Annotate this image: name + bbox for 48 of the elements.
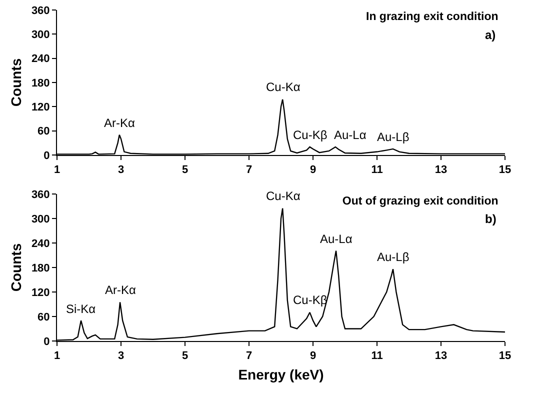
annotation: Au-Lα (320, 232, 352, 246)
annotation: a) (485, 28, 496, 42)
x-tick-label: 13 (434, 164, 448, 176)
y-tick-label: 60 (38, 311, 50, 324)
x-tick-label: 1 (54, 164, 60, 176)
annotation: Si-Kα (66, 302, 96, 316)
x-tick-label: 15 (498, 164, 512, 176)
x-tick-label: 3 (118, 164, 124, 176)
annotation: Au-Lβ (377, 130, 410, 144)
annotation: Ar-Kα (104, 116, 135, 130)
y-tick-label: 0 (44, 150, 50, 162)
x-tick-label: 9 (310, 164, 316, 176)
y-tick-label: 240 (31, 238, 50, 250)
annotation: Cu-Kα (266, 189, 300, 203)
annotation: b) (485, 212, 496, 226)
x-axis-title: Energy (keV) (238, 366, 324, 382)
x-tick-label: 5 (182, 350, 188, 362)
y-tick-label: 60 (38, 126, 50, 138)
x-tick-label: 7 (246, 164, 252, 176)
x-tick-label: 7 (246, 350, 252, 362)
x-tick-label: 13 (434, 350, 448, 362)
annotation: Ar-Kα (105, 283, 136, 297)
annotation: Au-Lβ (377, 250, 410, 264)
x-tick-label: 15 (498, 350, 512, 362)
x-tick-label: 9 (310, 350, 316, 362)
y-tick-label: 120 (31, 286, 50, 299)
y-tick-label: 360 (31, 188, 50, 201)
y-axis-title: Counts (8, 243, 24, 292)
x-tick-label: 11 (371, 350, 383, 362)
chart-title: Out of grazing exit condition (342, 195, 498, 208)
y-tick-label: 180 (31, 262, 50, 274)
y-tick-label: 180 (31, 77, 50, 90)
annotation: Cu-Kα (266, 80, 300, 94)
annotation: Cu-Kβ (293, 293, 328, 307)
chart-title: In grazing exit condition (366, 11, 498, 24)
x-tick-label: 5 (182, 164, 188, 176)
x-tick-label: 11 (371, 164, 383, 176)
y-tick-label: 0 (44, 336, 50, 348)
annotation: Au-Lα (334, 128, 366, 142)
y-tick-label: 240 (31, 53, 50, 66)
x-tick-label: 3 (118, 350, 124, 362)
annotation: Cu-Kβ (293, 128, 328, 142)
y-tick-label: 300 (31, 29, 50, 42)
x-tick-label: 1 (54, 350, 60, 362)
y-tick-label: 120 (31, 102, 50, 114)
y-axis-title: Counts (8, 58, 24, 107)
y-tick-label: 360 (31, 4, 50, 17)
y-tick-label: 300 (31, 213, 50, 226)
